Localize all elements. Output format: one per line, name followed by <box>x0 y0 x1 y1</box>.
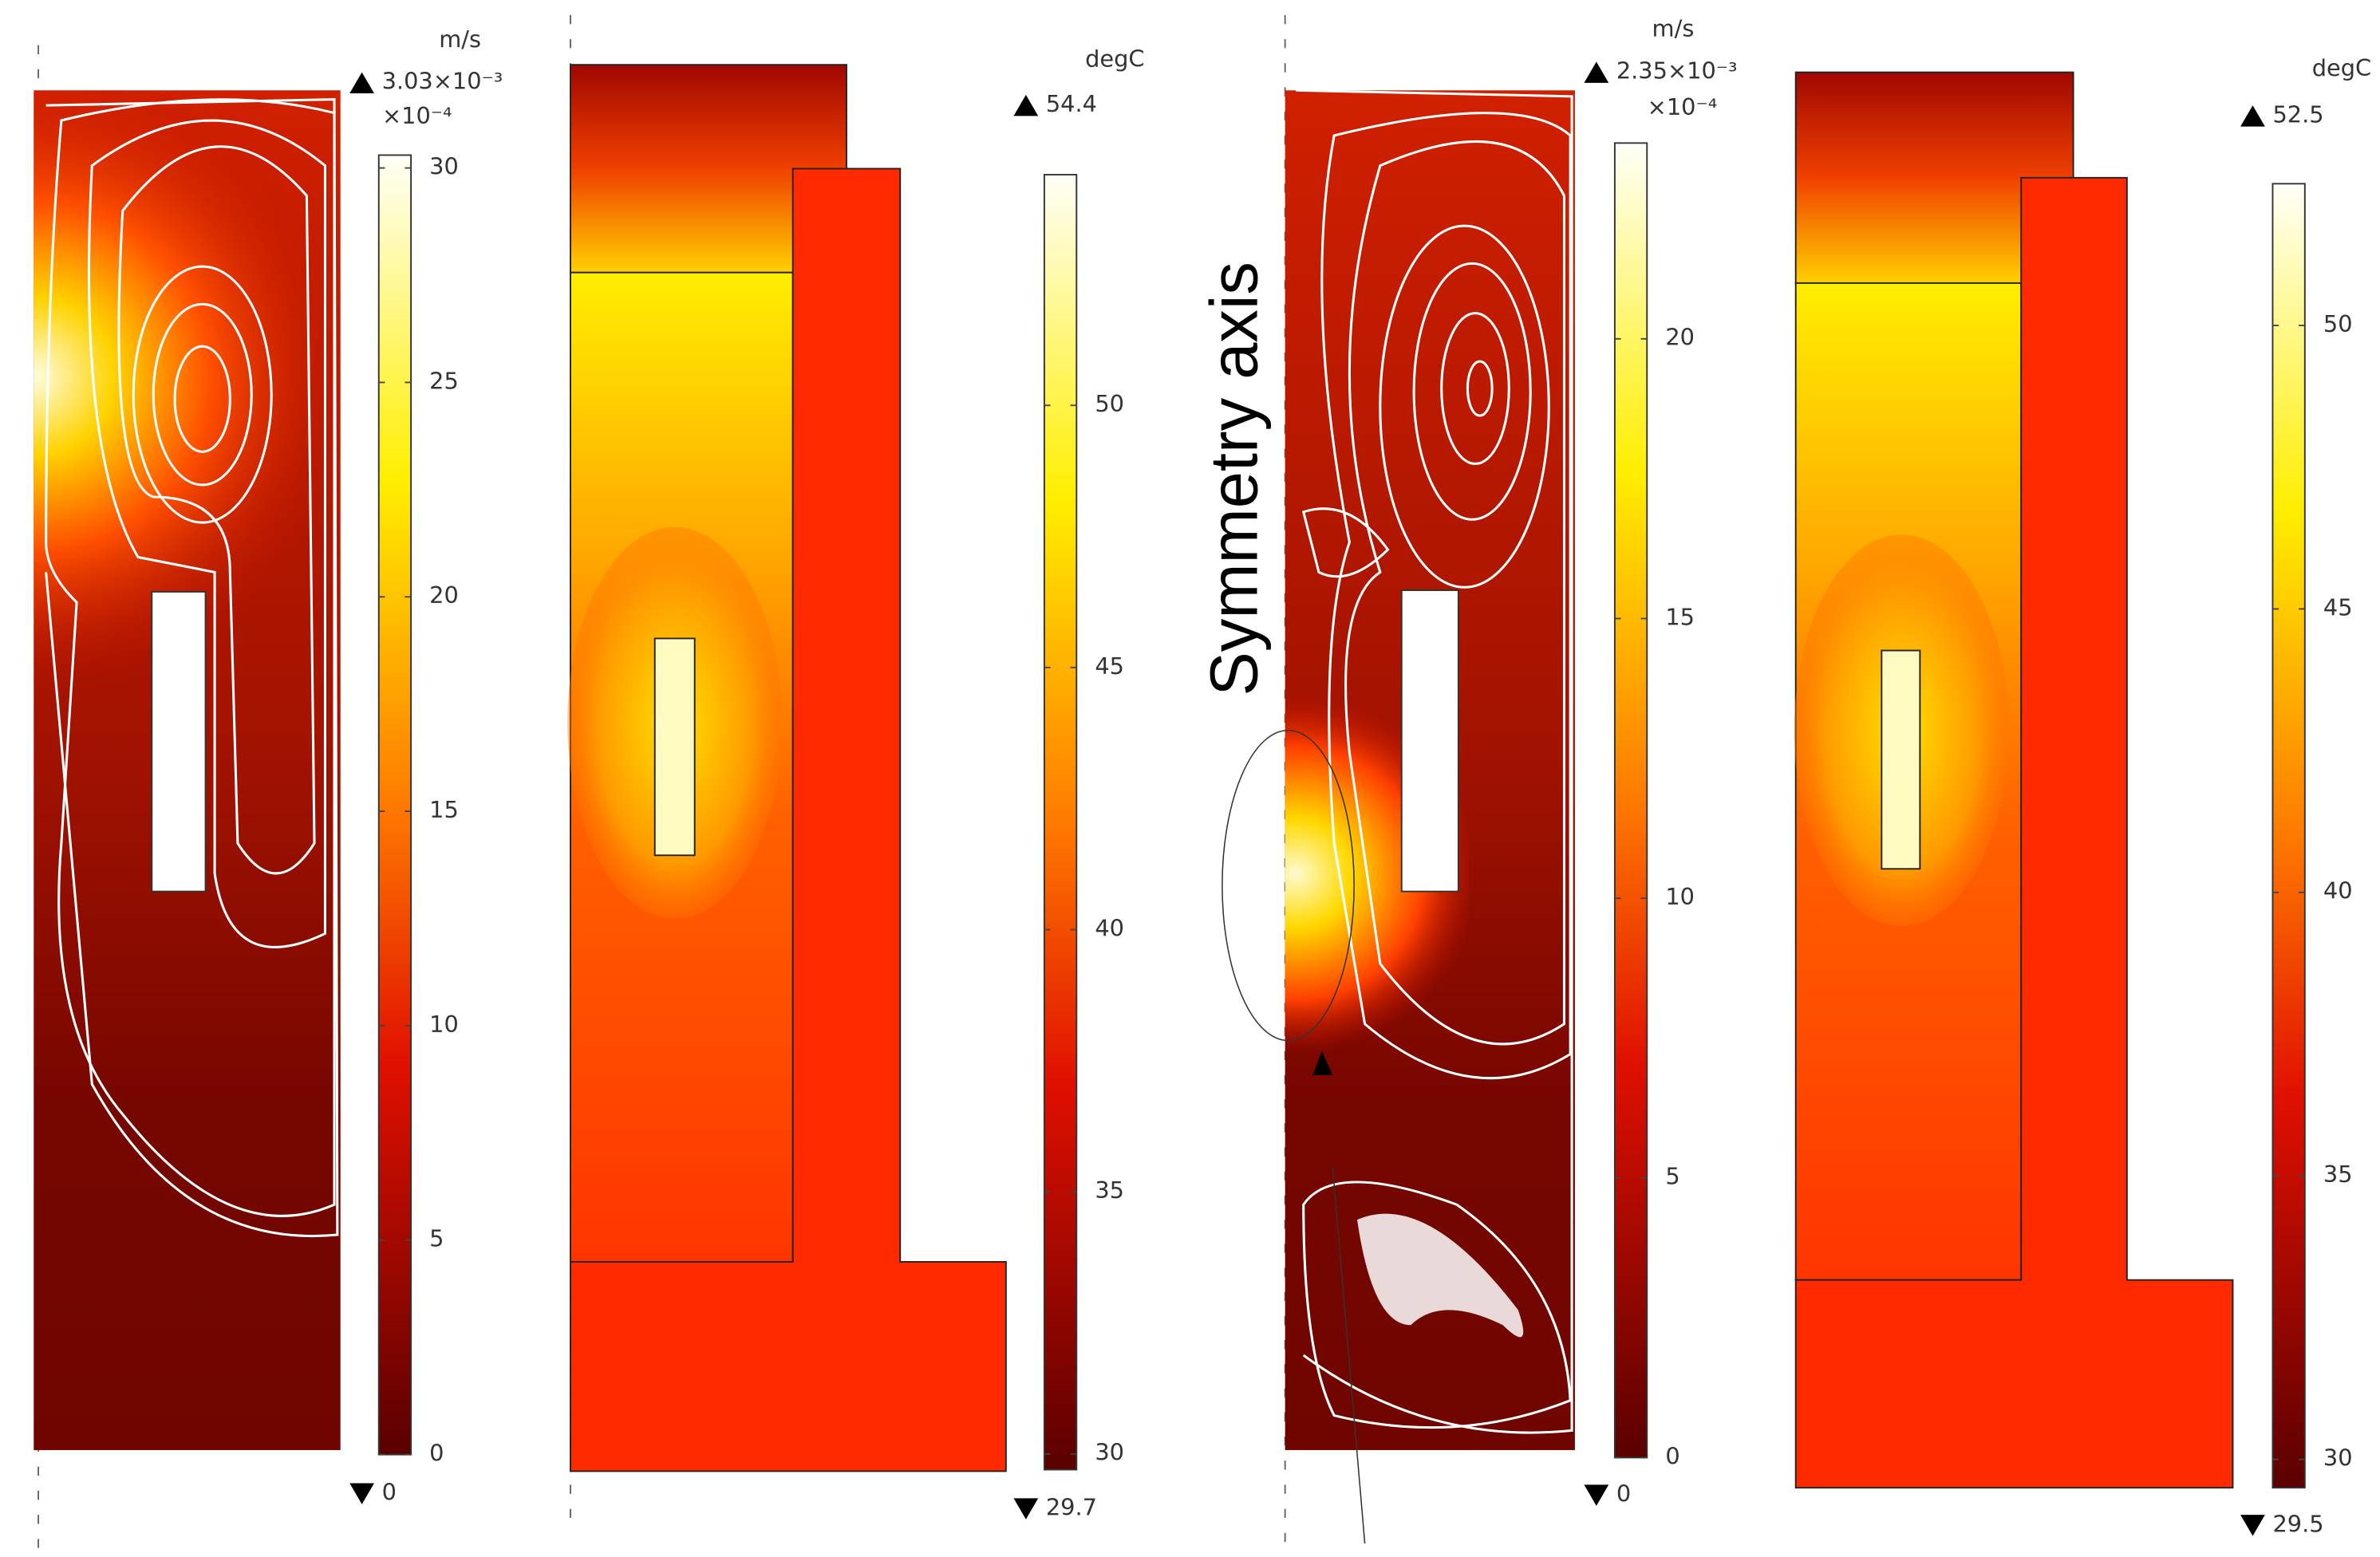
tick-label: 10 <box>1665 883 1695 910</box>
heater <box>1881 649 1921 870</box>
streamlines <box>45 98 339 1238</box>
velocity-field <box>34 45 341 1551</box>
tick-label: 0 <box>1665 1443 1679 1470</box>
solid <box>570 168 1007 1472</box>
leader-line <box>1332 1166 1366 1544</box>
min-label: 29.5 <box>2272 1511 2323 1538</box>
tick-label: 25 <box>429 368 459 395</box>
min-marker <box>1013 1498 1039 1520</box>
heater <box>653 637 696 857</box>
tick-label: 45 <box>2323 594 2353 621</box>
heater <box>1400 589 1459 893</box>
colorbar <box>1043 174 1078 1471</box>
highlight-ellipse <box>1222 729 1355 1042</box>
tick-label: 45 <box>1095 652 1124 680</box>
velocity-field: Symmetry axis <box>1196 14 1575 1551</box>
unit-label: degC <box>1085 45 1144 73</box>
tick-label: 30 <box>1095 1439 1124 1466</box>
tick-label: 0 <box>429 1440 444 1467</box>
colorbar <box>1613 142 1648 1459</box>
tick-label: 40 <box>2323 877 2353 905</box>
annotation: Symmetry axis <box>1196 262 1272 696</box>
tick-label: 15 <box>429 796 459 823</box>
solid <box>1794 176 2234 1489</box>
min-marker <box>2240 1515 2265 1536</box>
min-label: 0 <box>382 1479 397 1506</box>
temperature-field <box>1794 71 2234 1489</box>
tick-label: 5 <box>1665 1163 1679 1190</box>
arrow-head <box>1312 1050 1333 1075</box>
colorbar <box>377 154 412 1456</box>
unit-label: m/s <box>1652 15 1695 42</box>
tick-label: 5 <box>429 1225 444 1252</box>
max-marker <box>349 72 374 94</box>
tick-label: 10 <box>429 1011 459 1038</box>
streamlines <box>1296 89 1573 1434</box>
tick-label: 30 <box>2323 1445 2353 1472</box>
tick-label: 35 <box>2323 1161 2353 1188</box>
heater <box>151 590 207 893</box>
tick-label: 20 <box>1665 324 1695 351</box>
max-marker <box>1584 61 1609 83</box>
max-label: 2.35×10⁻³ <box>1616 57 1738 85</box>
tick-label: 20 <box>429 581 459 609</box>
multiplier: ×10⁻⁴ <box>382 102 452 129</box>
tick-label: 50 <box>1095 390 1124 417</box>
tick-label: 50 <box>2323 310 2353 337</box>
tick-label: 30 <box>429 153 459 180</box>
max-marker <box>2240 105 2265 127</box>
max-marker <box>1013 94 1039 116</box>
tick-label: 40 <box>1095 915 1124 942</box>
multiplier: ×10⁻⁴ <box>1648 93 1718 120</box>
min-marker <box>349 1483 374 1504</box>
max-label: 52.5 <box>2272 101 2323 128</box>
temperature-field <box>567 14 1007 1521</box>
max-label: 3.03×10⁻³ <box>382 68 503 95</box>
min-label: 29.7 <box>1046 1494 1097 1521</box>
colorbar <box>2271 183 2306 1489</box>
unit-label: m/s <box>439 26 481 53</box>
tick-label: 35 <box>1095 1177 1124 1204</box>
tick-label: 15 <box>1665 604 1695 631</box>
unit-label: degC <box>2312 54 2371 81</box>
min-label: 0 <box>1616 1480 1631 1508</box>
min-marker <box>1584 1484 1609 1506</box>
max-label: 54.4 <box>1046 90 1097 117</box>
